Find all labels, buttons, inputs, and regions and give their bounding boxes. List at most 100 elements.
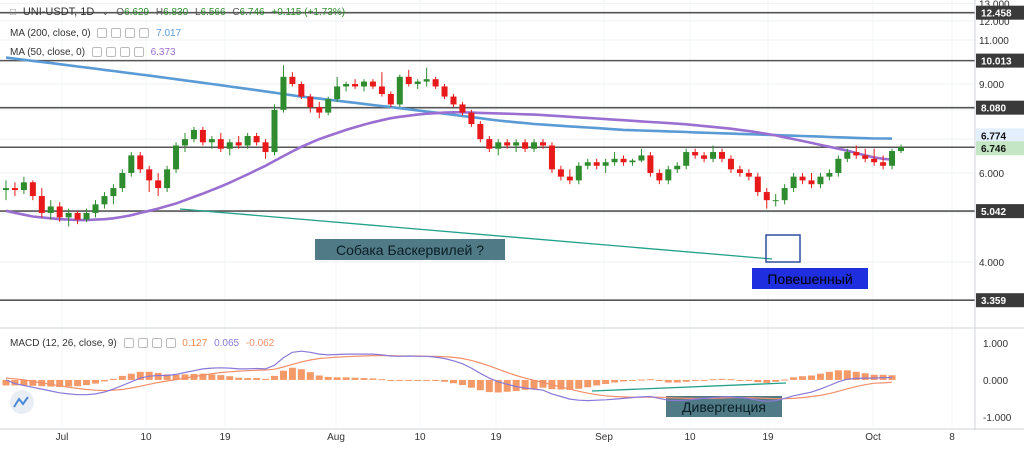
price-tick-label: 9.000 [979, 80, 1004, 91]
level-label-box [976, 128, 1024, 143]
level-label: 5.042 [981, 207, 1006, 218]
macd-histogram-bar [629, 379, 636, 381]
candle-body [557, 169, 564, 177]
price-tick-label: 12.000 [979, 17, 1010, 28]
time-tick-label: 10 [140, 432, 152, 443]
macd-histogram-bar [530, 379, 538, 389]
high-label: H [155, 7, 164, 18]
more-icon[interactable] [133, 47, 144, 58]
candle-body [289, 76, 296, 85]
symbol-label[interactable]: UNI-USDT, 1D [22, 6, 95, 18]
macd-line-value: 0.065 [214, 338, 240, 349]
open-label: O [116, 7, 125, 18]
macd-layer [2, 350, 896, 402]
macd-histogram-bar [65, 379, 73, 387]
candle-body [47, 206, 54, 213]
low-value: 6.566 [200, 7, 226, 18]
more-icon[interactable] [139, 28, 150, 39]
eye-icon[interactable] [123, 338, 134, 349]
candle-body [65, 212, 72, 218]
divergence-label: Дивергенция [682, 399, 766, 415]
candle-body [128, 155, 135, 173]
candle-body [781, 188, 788, 201]
macd-histogram-bar [396, 379, 404, 381]
macd-histogram-bar [20, 379, 28, 386]
level-label: 3.359 [981, 296, 1006, 307]
settings-icon[interactable] [111, 28, 122, 39]
candle-body [164, 169, 171, 189]
macd-histogram-bar [163, 374, 171, 380]
candles-layer [3, 65, 904, 227]
ma50-legend-row[interactable]: MA (50, close, 0) 6.373 [10, 47, 180, 58]
macd-histogram-bar [432, 379, 440, 381]
macd-label: MACD (12, 26, close, 9) [10, 338, 117, 349]
level-label-box [976, 53, 1024, 68]
ma200-legend-row[interactable]: MA (200, close, 0) 7.017 [10, 28, 185, 39]
candle-body [369, 81, 376, 87]
candle-body [540, 142, 546, 146]
macd-histogram-bar [512, 379, 520, 391]
macd-histogram-bar [691, 379, 699, 381]
divergence-trendline[interactable] [591, 382, 787, 392]
macd-histogram-bar [602, 379, 610, 384]
macd-histogram-bar [92, 379, 99, 384]
candle-body [441, 86, 448, 97]
close-icon[interactable] [151, 338, 162, 349]
candle-body [889, 151, 896, 166]
macd-histogram-bar [100, 379, 108, 382]
levels-layer [0, 11, 975, 302]
macd-histogram-bar [378, 379, 386, 381]
candle-body [11, 188, 18, 191]
macd-histogram-bar [584, 379, 592, 388]
candle-body [173, 145, 180, 170]
candle-body [262, 142, 269, 153]
macd-histogram-bar [56, 379, 64, 387]
candle-body [495, 142, 502, 149]
candle-body [190, 129, 197, 140]
close-icon[interactable] [125, 28, 136, 39]
more-icon[interactable] [165, 338, 176, 349]
settings-icon[interactable] [105, 47, 116, 58]
baskerville-label-box [315, 239, 505, 260]
close-icon[interactable] [119, 47, 130, 58]
candle-body [647, 155, 654, 173]
level-label-box [976, 293, 1024, 308]
macd-signal-value: -0.062 [245, 338, 275, 349]
hanged-pattern-box[interactable] [765, 234, 801, 263]
macd-histogram-bar [29, 379, 37, 386]
time-tick-label: 10 [414, 432, 426, 443]
macd-histogram-bar [763, 379, 771, 383]
candle-body [423, 79, 430, 82]
chevron-down-icon[interactable]: ⌄ [101, 7, 110, 18]
macd-histogram-bar [736, 379, 744, 381]
macd-histogram-bar [181, 374, 189, 380]
candle-body [772, 200, 779, 202]
macd-histogram-bar [494, 379, 502, 393]
close-label: C [232, 7, 240, 18]
baskerville-trendline[interactable] [179, 208, 773, 260]
collapse-icon[interactable]: □ [10, 7, 17, 18]
macd-histogram-bar [288, 367, 296, 380]
candle-body [701, 155, 708, 159]
eye-icon[interactable] [91, 47, 102, 58]
candle-body [146, 169, 153, 181]
candle-body [522, 142, 529, 149]
ma200-value: 7.017 [156, 28, 182, 39]
macd-legend-row[interactable]: MACD (12, 26, close, 9) 0.127 0.065 -0.0… [10, 338, 278, 349]
candle-body [871, 158, 878, 163]
candle-body [235, 142, 242, 146]
macd-histogram-bar [47, 379, 55, 387]
macd-histogram-bar [360, 378, 368, 380]
candle-body [29, 182, 36, 197]
macd-histogram-bar [503, 379, 511, 392]
eye-icon[interactable] [97, 28, 108, 39]
candle-body [459, 104, 466, 113]
high-value: 6.830 [163, 7, 189, 18]
macd-histogram-bar [521, 379, 529, 390]
settings-icon[interactable] [137, 338, 148, 349]
macd-histogram-bar [539, 379, 547, 388]
tradingview-logo-icon[interactable] [10, 390, 34, 414]
candle-body [244, 136, 251, 146]
candle-body [548, 145, 555, 170]
candle-body [719, 152, 725, 159]
